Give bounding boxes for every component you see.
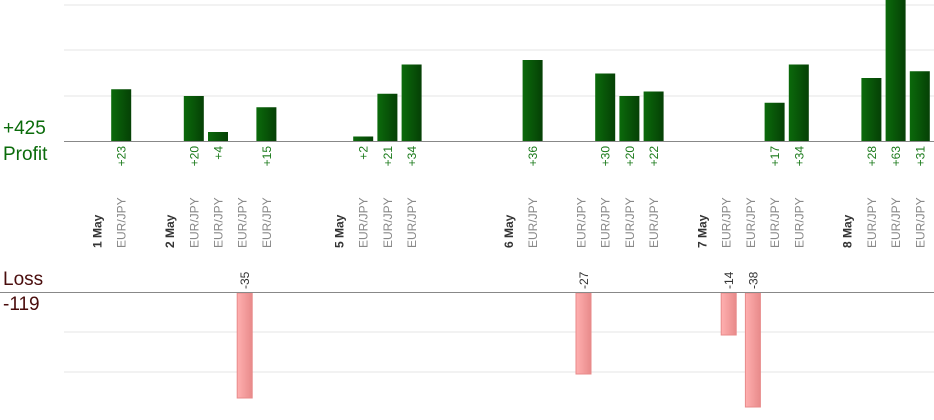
- profit-bar: [111, 89, 132, 141]
- loss-bar: [720, 292, 737, 336]
- date-label: 5 May: [333, 214, 347, 248]
- profit-value-label: +23: [115, 146, 129, 167]
- baselines: [0, 141, 934, 293]
- profit-bar: [522, 60, 543, 141]
- profit-bar: [764, 102, 785, 141]
- loss-bar: [236, 292, 253, 399]
- profit-bar: [909, 71, 930, 141]
- value-labels: +23 +20 +4 -35 +15 +2 +21 +34 +36 -27 +30 +20 +22 -14…: [115, 146, 928, 289]
- loss-label: Loss: [3, 269, 44, 290]
- loss-value-label: -27: [577, 271, 591, 289]
- profit-bar: [208, 132, 228, 141]
- loss-bar: [575, 292, 592, 375]
- profit-value-label: +31: [913, 146, 927, 167]
- pair-label: EUR/JPY: [768, 197, 782, 248]
- profit-value-label: +34: [792, 146, 806, 167]
- profit-value-label: +34: [405, 146, 419, 167]
- profit-value-label: +63: [889, 146, 903, 167]
- date-label: 2 May: [163, 214, 177, 248]
- profit-bar: [401, 64, 422, 141]
- pair-label: EUR/JPY: [792, 197, 806, 248]
- profit-bar: [595, 73, 616, 141]
- profit-value-label: +22: [647, 146, 661, 167]
- profit-value-label: +28: [865, 146, 879, 167]
- profit-value-label: +36: [526, 146, 540, 167]
- profit-value-label: +4: [212, 146, 226, 160]
- profit-bar: [861, 78, 882, 141]
- profit-value-label: +2: [357, 146, 371, 160]
- profit-value-label: +21: [381, 146, 395, 167]
- profit-bar: [256, 107, 277, 141]
- loss-value-label: -38: [746, 271, 760, 289]
- loss-bar: [744, 292, 761, 408]
- profit-value-label: +17: [768, 146, 782, 167]
- date-label: 1 May: [91, 214, 105, 248]
- pair-label: EUR/JPY: [526, 197, 540, 248]
- date-label: 7 May: [696, 214, 710, 248]
- pair-label: EUR/JPY: [889, 197, 903, 248]
- profit-value-label: +20: [187, 146, 201, 167]
- profit-label: Profit: [3, 144, 48, 165]
- pair-label: EUR/JPY: [260, 197, 274, 248]
- loss-value-label: -14: [722, 271, 736, 289]
- loss-value-label: -35: [238, 271, 252, 289]
- profit-bar: [619, 96, 640, 141]
- profit-bar: [353, 136, 374, 141]
- date-label: 6 May: [502, 214, 516, 248]
- pair-label: EUR/JPY: [115, 197, 129, 248]
- pair-label: EUR/JPY: [381, 197, 395, 248]
- profit-total: +425: [3, 118, 46, 139]
- category-labels: 1 May EUR/JPY 2 May EUR/JPY EUR/JPY EUR/JPY EU…: [91, 197, 928, 248]
- profit-bar: [643, 91, 664, 141]
- profit-bar: [788, 64, 809, 141]
- pair-label: EUR/JPY: [187, 197, 201, 248]
- pair-label: EUR/JPY: [575, 197, 589, 248]
- profit-bar: [377, 93, 398, 141]
- pair-label: EUR/JPY: [212, 197, 226, 248]
- pair-label: EUR/JPY: [865, 197, 879, 248]
- pair-label: EUR/JPY: [623, 197, 637, 248]
- pair-label: EUR/JPY: [913, 197, 927, 248]
- pair-label: EUR/JPY: [744, 197, 758, 248]
- profit-bar: [885, 0, 906, 141]
- profit-value-label: +15: [260, 146, 274, 167]
- pair-label: EUR/JPY: [357, 197, 371, 248]
- gridlines: [64, 4, 934, 373]
- date-label: 8 May: [841, 214, 855, 248]
- pair-label: EUR/JPY: [405, 197, 419, 248]
- bars: [111, 0, 930, 408]
- profit-bar: [183, 96, 204, 141]
- profit-value-label: +30: [599, 146, 613, 167]
- pair-label: EUR/JPY: [599, 197, 613, 248]
- profit-value-label: +20: [623, 146, 637, 167]
- pair-label: EUR/JPY: [236, 197, 250, 248]
- pair-label: EUR/JPY: [647, 197, 661, 248]
- pair-label: EUR/JPY: [720, 197, 734, 248]
- loss-total: -119: [3, 294, 40, 315]
